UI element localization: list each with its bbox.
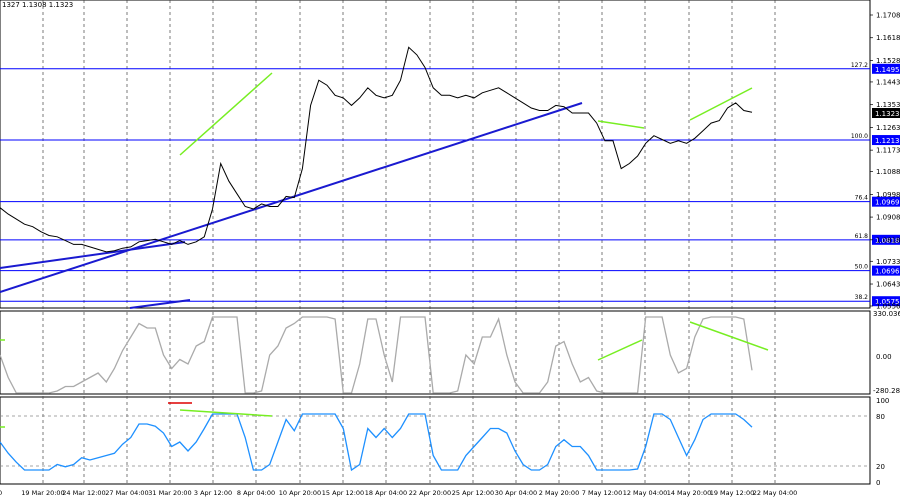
price-tick-label: 1.0733	[876, 258, 900, 266]
fibonacci-levels[interactable]: 127.2 1.1495 100.0 1.1213 76.4 1.0969 61.8 1.08…	[0, 62, 900, 307]
price-tick-label: 1.0643	[876, 281, 900, 289]
fib-price-label: 1.1495	[875, 66, 900, 74]
fib-price-badge	[872, 265, 900, 276]
time-axis-label: 0	[0, 489, 2, 497]
fib-price-label: 1.0969	[875, 199, 900, 207]
price-tick-label: 1.0908	[876, 214, 900, 222]
cci-divergence-line-2[interactable]	[689, 321, 769, 351]
cci-indicator-line	[0, 316, 753, 394]
fib-price-label: 1.0818	[875, 237, 900, 245]
time-axis-label: 3 Apr 12:00	[194, 489, 232, 497]
time-axis-label: 19 May 12:00	[710, 489, 755, 497]
fib-level-label: 127.2	[851, 62, 868, 69]
price-tick-label: 1.1263	[876, 124, 900, 132]
fib-price-badge	[872, 296, 900, 307]
time-axis-label: 22 May 04:00	[753, 489, 798, 497]
cci-axis: 330.0361 0.00 -280.284	[873, 310, 900, 395]
price-tick-label: 1.1528	[876, 57, 900, 65]
fib-price-badge	[872, 63, 900, 74]
divergence-line-2[interactable]	[597, 120, 645, 129]
time-axis-label: 24 Mar 12:00	[62, 489, 105, 497]
rsi-tick-80: 80	[876, 413, 885, 421]
trend-line-bottom[interactable]	[129, 299, 191, 309]
fib-price-badge	[872, 196, 900, 207]
fib-level-label: 50.0	[855, 264, 869, 271]
time-axis-label: 8 Apr 04:00	[237, 489, 275, 497]
fib-price-label: 1.0575	[875, 298, 900, 306]
current-price-label: 1.1323	[875, 110, 900, 118]
time-axis-label: 14 May 20:00	[667, 489, 712, 497]
fib-price-label: 1.1213	[875, 137, 900, 145]
cci-tick-top: 330.0361	[873, 310, 900, 318]
price-series-line	[0, 46, 753, 253]
rsi-tick-20: 20	[876, 463, 885, 471]
time-axis-label: 2 May 20:00	[539, 489, 579, 497]
price-tick-label: 1.1443	[876, 78, 900, 86]
price-tick-label: 1.1353	[876, 101, 900, 109]
time-axis-label: 10 Apr 20:00	[279, 489, 321, 497]
time-axis-label: 22 Apr 20:00	[409, 489, 451, 497]
time-axis-label: 25 Apr 12:00	[452, 489, 494, 497]
divergence-line-3[interactable]	[689, 87, 753, 121]
fib-price-badge	[872, 135, 900, 146]
rsi-levels	[0, 415, 870, 467]
fib-price-label: 1.0696	[875, 268, 900, 276]
rsi-marks[interactable]	[0, 402, 273, 428]
price-tick-label: 1.1708	[876, 12, 900, 20]
price-tick-label: 1.1088	[876, 168, 900, 176]
price-tick-label: 1.0818	[876, 236, 900, 244]
price-tick-label: 1.1173	[876, 147, 900, 155]
time-axis-label: 30 Apr 04:00	[495, 489, 537, 497]
cci-panel[interactable]	[0, 310, 871, 395]
cci-tick-zero: 0.00	[876, 353, 892, 361]
rsi-indicator-line	[0, 413, 753, 472]
fib-level-label: 38.2	[855, 294, 869, 301]
price-divergence-lines[interactable]	[179, 72, 753, 156]
trend-line-lower[interactable]	[0, 241, 186, 269]
vertical-grid	[42, 0, 776, 484]
price-axis: 1.1708 1.1618 1.1528 1.1443 1.1353 1.1263 1.11…	[870, 12, 900, 311]
fib-level-label: 76.4	[855, 195, 869, 202]
rsi-divergence-line[interactable]	[179, 409, 273, 417]
time-axis-label: 12 May 04:00	[623, 489, 668, 497]
ohlc-header: 1327 1.1308 1.1323	[2, 1, 74, 9]
price-panel[interactable]	[0, 0, 871, 309]
time-axis-label: 31 Mar 20:00	[148, 489, 191, 497]
rsi-tick-0: 0	[876, 479, 880, 487]
cci-divergence-lines[interactable]	[0, 321, 769, 361]
time-axis-label: 18 Apr 04:00	[365, 489, 407, 497]
time-axis-label: 27 Mar 04:00	[105, 489, 148, 497]
time-axis-label: 19 Mar 20:00	[21, 489, 64, 497]
price-tick-label: 1.0998	[876, 191, 900, 199]
cci-tick-bottom: -280.284	[873, 387, 900, 395]
fib-level-label: 100.0	[851, 133, 868, 140]
divergence-line-1[interactable]	[179, 72, 273, 156]
fib-level-label: 61.8	[855, 233, 869, 240]
rsi-panel[interactable]	[0, 396, 871, 485]
price-tick-label: 1.1618	[876, 34, 900, 42]
cci-divergence-line-1[interactable]	[597, 339, 643, 361]
current-price-badge: 1.1323	[872, 108, 900, 118]
rsi-tick-100: 100	[876, 397, 889, 405]
time-axis-label: 7 May 12:00	[582, 489, 622, 497]
rsi-axis: 100 80 20 0	[876, 397, 889, 487]
time-axis-label: 15 Apr 12:00	[322, 489, 364, 497]
fib-price-badge	[872, 234, 900, 245]
price-tick-label: 1.0556	[876, 303, 900, 311]
